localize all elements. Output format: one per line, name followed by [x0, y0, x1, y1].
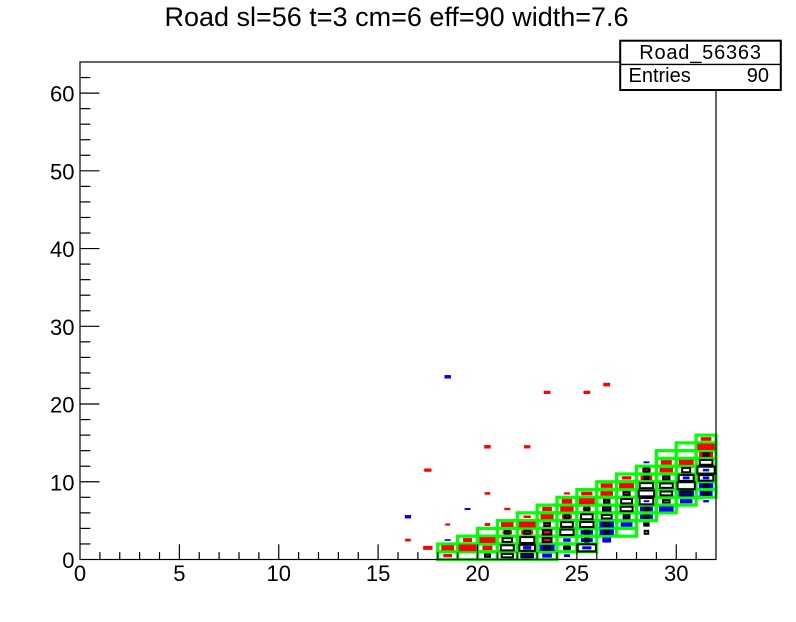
svg-text:5: 5 [173, 561, 185, 586]
svg-text:25: 25 [565, 561, 589, 586]
svg-text:60: 60 [50, 82, 74, 107]
svg-text:30: 30 [50, 315, 74, 340]
svg-text:15: 15 [366, 561, 390, 586]
svg-text:0: 0 [74, 561, 86, 586]
svg-text:Road sl=56 t=3 cm=6 eff=90 wid: Road sl=56 t=3 cm=6 eff=90 width=7.6 [164, 2, 628, 32]
svg-text:40: 40 [50, 237, 74, 262]
svg-text:20: 20 [465, 561, 489, 586]
svg-text:10: 10 [267, 561, 291, 586]
svg-text:50: 50 [50, 159, 74, 184]
svg-text:0: 0 [62, 548, 74, 573]
svg-text:20: 20 [50, 393, 74, 418]
svg-text:10: 10 [50, 470, 74, 495]
svg-text:30: 30 [664, 561, 688, 586]
svg-text:90: 90 [747, 65, 769, 87]
svg-text:Entries: Entries [629, 65, 691, 87]
svg-text:Road_56363: Road_56363 [639, 42, 762, 64]
